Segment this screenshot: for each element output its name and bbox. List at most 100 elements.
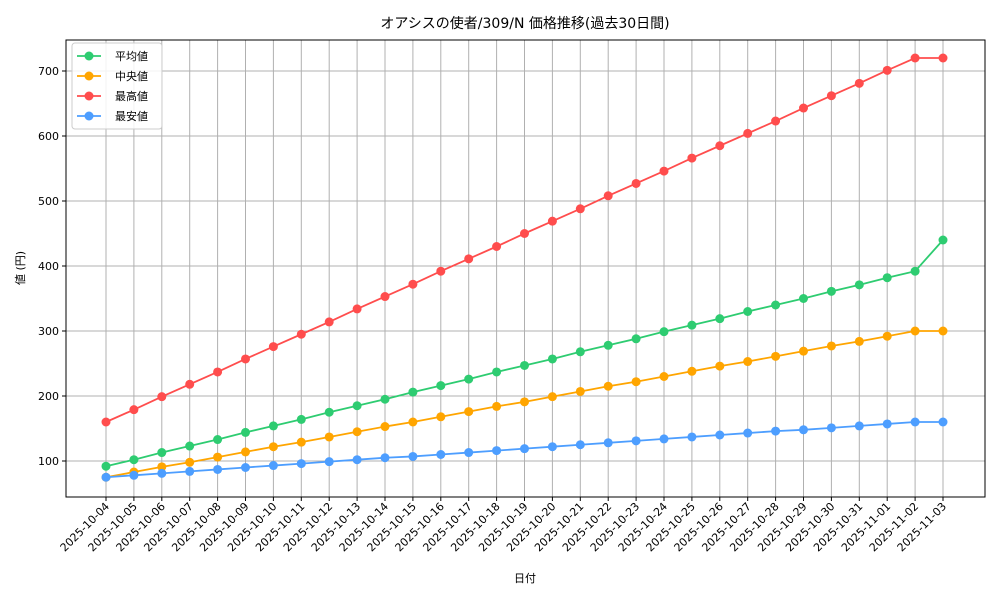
data-point [101, 472, 111, 482]
data-point [101, 417, 111, 427]
data-point [408, 387, 418, 397]
data-point [296, 414, 306, 424]
y-tick-label: 100 [38, 455, 59, 468]
data-point [631, 377, 641, 387]
legend-box [71, 42, 163, 130]
data-point [771, 300, 781, 310]
data-point [910, 326, 920, 336]
data-point [241, 354, 250, 364]
chart-title: オアシスの使者/309/N 価格推移(過去30日間) [380, 15, 669, 32]
data-point [380, 394, 390, 404]
series-平均値 [101, 235, 948, 471]
data-point [157, 448, 167, 458]
data-point [826, 91, 836, 101]
x-axis-label: 日付 [514, 572, 536, 585]
data-point [520, 360, 529, 370]
y-tick-label: 700 [38, 65, 59, 78]
y-axis-ticks: 100 200 300 400 500 600 700 [38, 65, 66, 468]
data-point [213, 464, 223, 474]
data-point [743, 307, 753, 316]
data-point [882, 419, 892, 429]
series-最安値 [101, 417, 948, 482]
data-point [659, 327, 669, 337]
data-point [547, 392, 557, 402]
data-point [799, 294, 808, 303]
data-point [157, 462, 167, 472]
data-point [603, 191, 613, 201]
data-point [241, 427, 250, 437]
data-point [715, 314, 725, 324]
data-point [268, 442, 278, 452]
data-point [575, 347, 585, 357]
data-point [547, 216, 557, 226]
legend-marker-icon [84, 111, 94, 121]
data-point [352, 455, 362, 465]
series-中央値 [101, 326, 948, 482]
data-point [910, 417, 920, 427]
data-point [268, 342, 278, 352]
data-point [910, 53, 920, 63]
data-point [826, 341, 836, 351]
data-point [603, 381, 613, 391]
data-point [352, 304, 362, 314]
data-point [799, 346, 808, 356]
data-point [547, 442, 557, 452]
data-point [520, 444, 529, 454]
data-point [436, 412, 446, 422]
data-point [631, 334, 641, 344]
data-point [296, 437, 306, 447]
data-point [631, 436, 641, 446]
data-point [185, 379, 195, 389]
data-point [715, 361, 725, 371]
data-point [799, 425, 808, 435]
data-point [882, 331, 892, 341]
data-point [882, 273, 892, 283]
legend-label: 最高値 [115, 89, 148, 103]
data-point [938, 235, 948, 245]
legend-label: 平均値 [115, 50, 148, 63]
data-point [436, 450, 446, 459]
data-point [324, 317, 334, 327]
data-point [380, 453, 390, 463]
data-point [464, 448, 474, 458]
data-point [743, 357, 753, 367]
data-point [268, 461, 278, 471]
data-point [771, 426, 781, 436]
data-point [241, 447, 250, 457]
data-point [185, 441, 195, 451]
data-point [129, 470, 139, 480]
data-point [603, 340, 613, 350]
data-point [324, 457, 334, 467]
data-point [938, 326, 948, 336]
data-point [492, 446, 502, 456]
data-point [492, 242, 502, 251]
data-point [687, 432, 697, 442]
data-point [854, 336, 864, 346]
legend-label: 中央値 [115, 70, 148, 83]
data-point [436, 381, 446, 391]
data-point [185, 457, 195, 467]
data-point [380, 422, 390, 432]
data-point [129, 405, 139, 415]
x-axis-ticks: 2025-10-042025-10-052025-10-062025-10-07… [58, 497, 949, 554]
y-tick-label: 200 [38, 390, 59, 403]
data-point [771, 116, 781, 126]
data-point [324, 432, 334, 442]
data-point [575, 440, 585, 450]
series-最高値 [101, 53, 948, 427]
data-point [157, 468, 167, 478]
data-point [687, 320, 697, 330]
data-point [826, 286, 836, 296]
data-point [408, 417, 418, 427]
data-point [520, 229, 529, 238]
data-point [743, 428, 753, 438]
data-point [492, 367, 502, 377]
data-point [799, 103, 808, 113]
data-point [547, 354, 557, 364]
legend-label: 最安値 [115, 109, 148, 123]
data-point [687, 153, 697, 163]
data-point [352, 401, 362, 411]
data-point [324, 407, 334, 417]
y-tick-label: 600 [38, 130, 59, 143]
